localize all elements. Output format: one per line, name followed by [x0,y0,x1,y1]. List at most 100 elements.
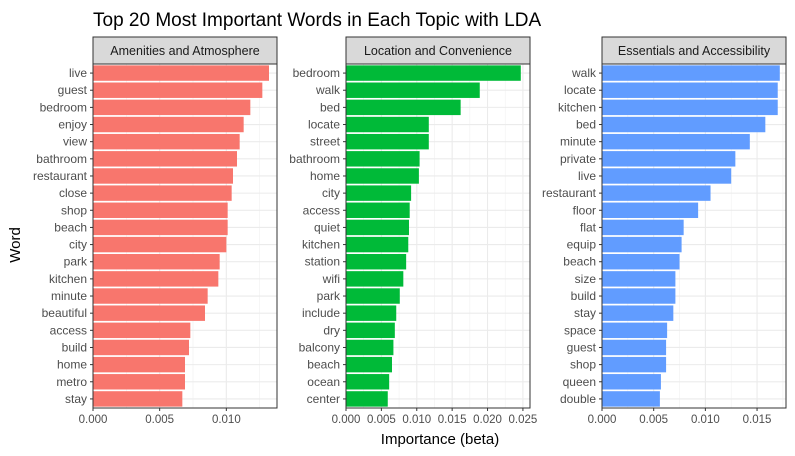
y-tick-label: queen [563,375,596,389]
y-tick-label: metro [56,375,87,389]
bar-equip [602,236,682,253]
bar-minute [93,288,208,304]
facet-strip-label: Amenities and Atmosphere [110,44,259,58]
y-tick-label: bathroom [289,152,340,166]
bar-kitchen [93,271,219,287]
x-tick-label: 0.000 [79,414,108,426]
y-axis-title: Word [7,227,24,263]
y-tick-label: dry [323,323,340,337]
bar-access [346,202,410,218]
bar-kitchen [602,99,778,116]
y-tick-label: city [69,238,87,252]
y-tick-label: locate [564,83,596,97]
y-tick-label: walk [571,66,597,80]
facet-strip [92,36,278,65]
y-tick-label: city [322,186,340,200]
y-tick-label: private [560,152,596,166]
y-tick-label: beach [54,220,87,234]
y-tick-label: station [305,255,340,269]
y-tick-label: ocean [307,375,340,389]
y-tick-label: shop [570,358,596,372]
y-tick-label: kitchen [558,100,596,114]
facet-strip-label: Essentials and Accessibility [618,44,771,58]
bar-city [93,236,227,253]
bar-park [346,288,400,304]
y-tick-label: stay [574,306,596,320]
y-tick-label: guest [58,83,88,97]
bar-flat [602,219,684,236]
y-tick-label: stay [65,392,87,406]
chart-title: Top 20 Most Important Words in Each Topi… [93,10,541,31]
panel-1: Amenities and Atmosphere live guest bedroom… [33,36,278,426]
panel-background [602,64,786,408]
x-tick-label: 0.025 [509,414,538,426]
y-tick-label: access [50,323,87,337]
panel-border [601,63,787,409]
y-tick-label: bed [320,100,340,114]
bar-city [346,185,412,201]
bar-build [93,339,189,356]
y-tick-label: build [62,340,87,354]
y-tick-label: park [317,289,341,303]
panel-background [93,64,277,408]
x-tick-label: 0.010 [691,414,720,426]
bar-walk [602,65,780,81]
bar-ocean [346,374,390,390]
y-tick-label: view [63,135,87,149]
bar-restaurant [602,185,711,201]
bar-shop [93,202,228,218]
y-tick-label: close [59,186,87,200]
y-tick-label: build [571,289,596,303]
y-tick-label: street [310,135,341,149]
bar-guest [602,339,667,356]
panel-2: Location and Convenience bedroom walk bed lo… [289,36,538,426]
bar-stay [602,305,674,321]
x-tick-label: 0.010 [402,414,431,426]
bar-locate [346,116,429,133]
bar-beach [93,219,228,236]
bar-street [346,133,429,150]
bar-double [602,391,660,407]
x-tick-label: 0.005 [145,414,174,426]
bar-close [93,185,232,201]
x-tick-label: 0.000 [332,414,361,426]
bar-bedroom [346,65,521,81]
bar-space [602,322,668,339]
y-tick-label: live [578,169,596,183]
chart-panels: Amenities and Atmosphere live guest bedroom… [33,36,787,426]
x-tick-label: 0.015 [743,414,772,426]
panel-border [92,63,278,409]
y-tick-label: minute [51,289,87,303]
x-tick-label: 0.005 [639,414,668,426]
y-tick-label: guest [567,340,597,354]
bar-balcony [346,339,394,356]
bar-home [346,168,419,184]
panel-3: Essentials and Accessibility walk locate ki… [542,36,787,426]
bar-queen [602,374,661,390]
y-tick-label: kitchen [302,238,340,252]
panel-border [345,63,531,409]
bar-stay [93,391,183,407]
y-tick-label: flat [580,220,597,234]
panel-background [346,64,530,408]
y-tick-label: beach [563,255,596,269]
y-tick-label: access [303,203,340,217]
y-tick-label: home [57,358,87,372]
bar-live [93,65,269,81]
bar-park [93,254,220,270]
bar-kitchen [346,236,409,253]
y-tick-label: kitchen [49,272,87,286]
bar-floor [602,202,699,218]
bar-center [346,391,388,407]
bar-include [346,305,397,321]
bar-wifi [346,271,404,287]
bar-quiet [346,219,409,236]
bar-beach [602,254,680,270]
bar-bathroom [346,151,420,167]
x-tick-label: 0.015 [438,414,467,426]
x-tick-label: 0.005 [367,414,396,426]
facet-strip [601,36,787,65]
bar-station [346,254,407,270]
bar-guest [93,82,263,98]
